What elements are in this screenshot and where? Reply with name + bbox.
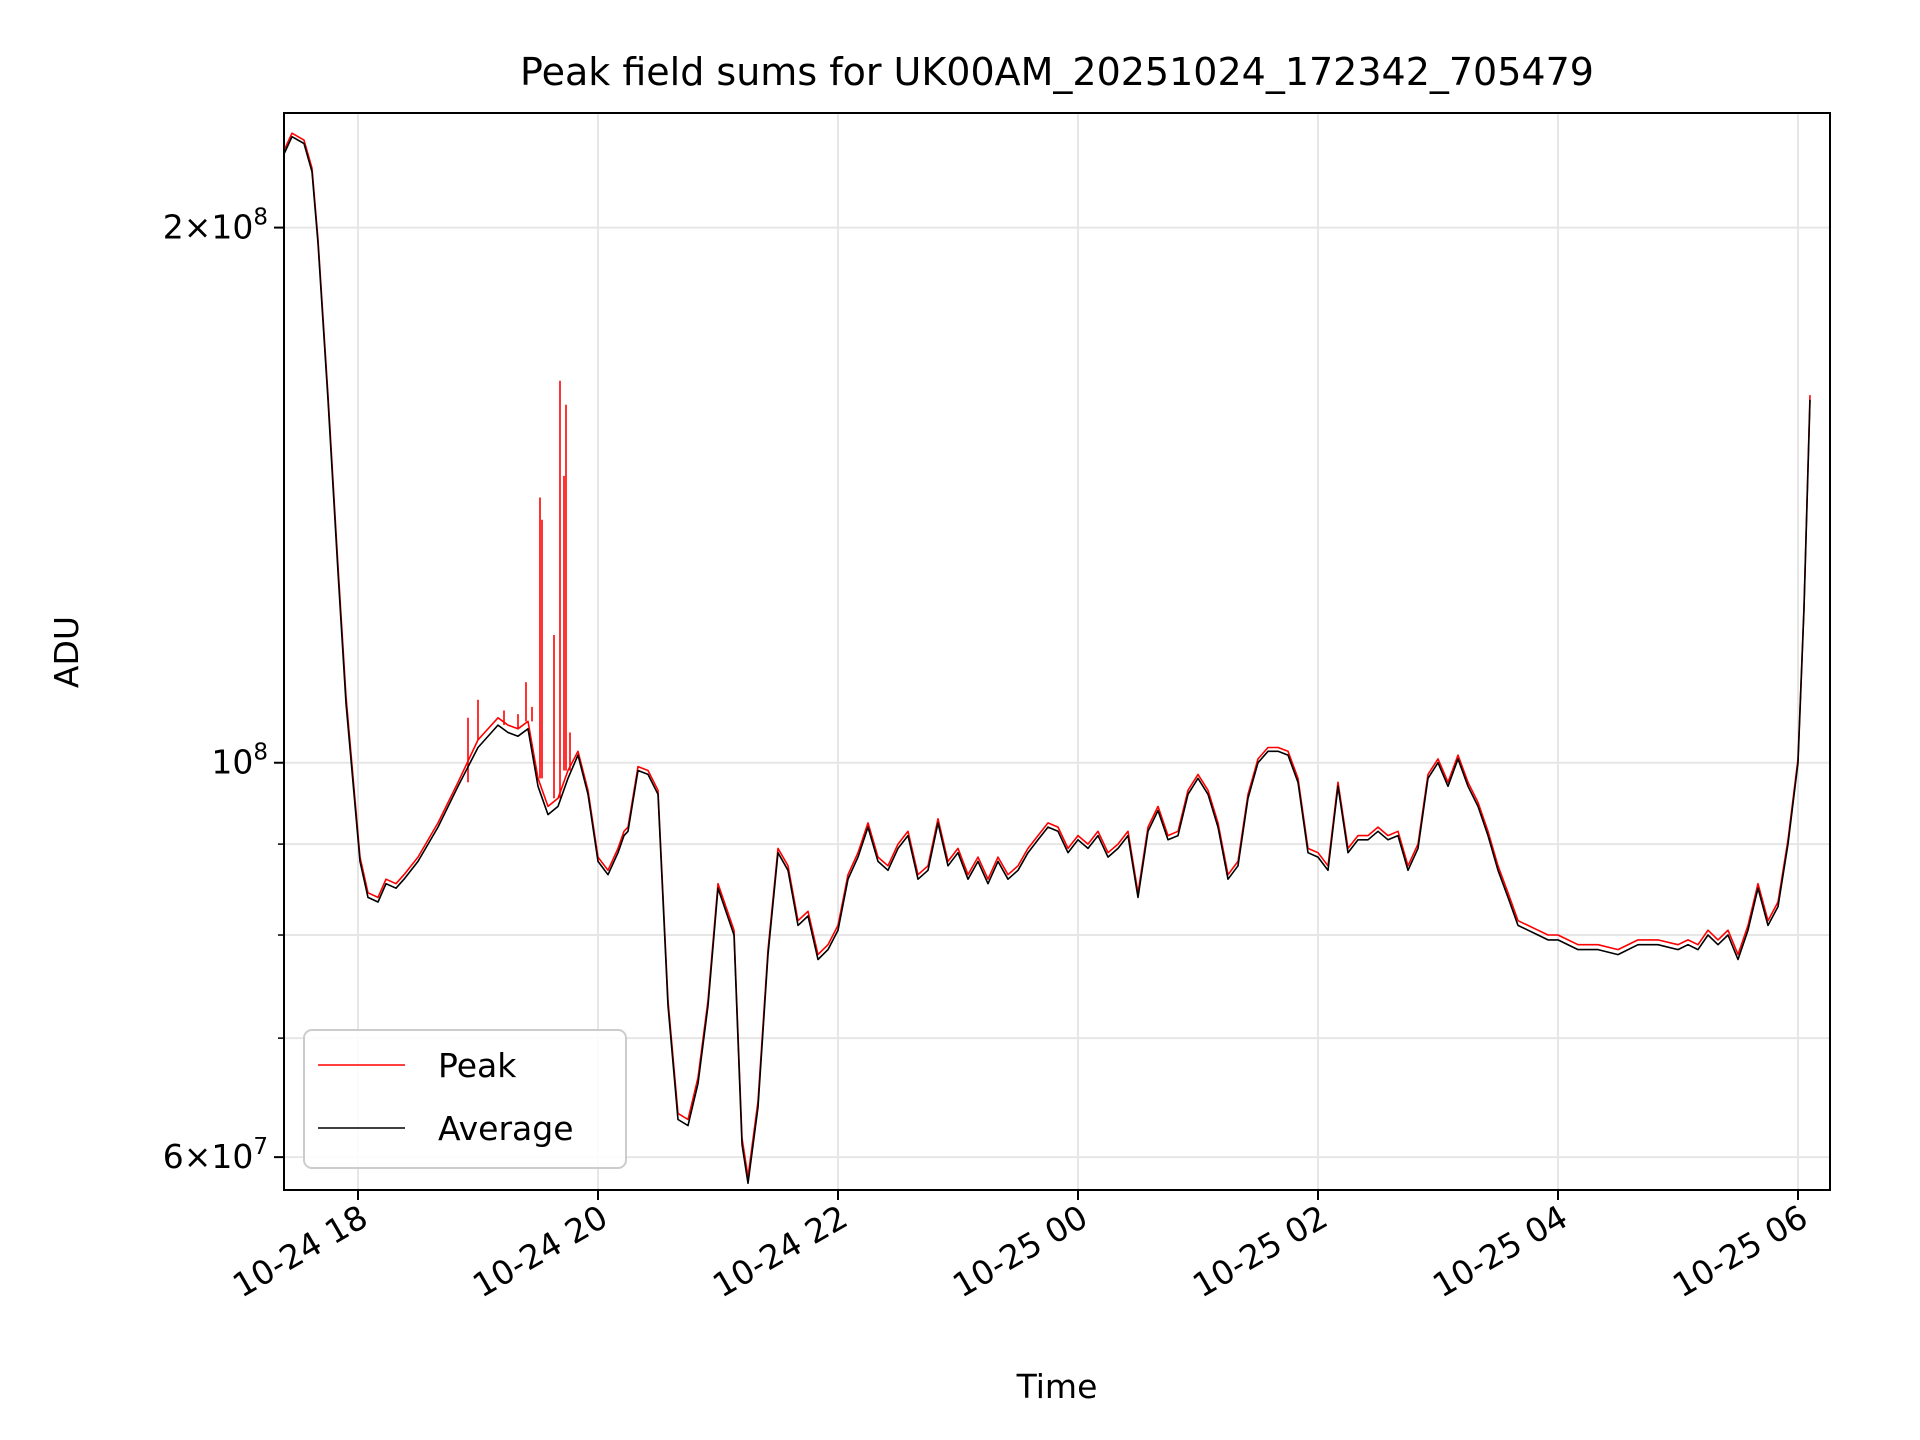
y-tick-base: 10: [211, 1137, 253, 1176]
series-average-line: [284, 135, 1811, 1185]
plot-series: [284, 132, 1811, 1185]
y-tick-exponent: 8: [253, 740, 268, 766]
legend: Peak Average: [303, 1029, 627, 1169]
y-tick-mantissa: 6: [163, 1137, 184, 1176]
y-tick-label: 6×107: [163, 1134, 268, 1176]
x-axis-label: Time: [1016, 1367, 1098, 1406]
y-tick-times: ×: [184, 1137, 212, 1176]
y-tick-exponent: 8: [253, 205, 268, 231]
chart-title: Peak field sums for UK00AM_20251024_1723…: [520, 50, 1594, 94]
y-tick-exponent: 7: [253, 1134, 268, 1160]
y-tick-label: 108: [211, 740, 268, 782]
legend-average-label: Average: [438, 1109, 574, 1148]
y-tick-base: 10: [211, 208, 253, 247]
y-tick-base: 10: [211, 743, 253, 782]
legend-peak-label: Peak: [438, 1046, 517, 1085]
y-tick-mantissa: 2: [163, 208, 184, 247]
y-axis-label: ADU: [47, 616, 86, 688]
y-tick-label: 2×108: [163, 205, 268, 247]
plot-frame: [283, 112, 1831, 1191]
y-tick-times: ×: [184, 208, 212, 247]
